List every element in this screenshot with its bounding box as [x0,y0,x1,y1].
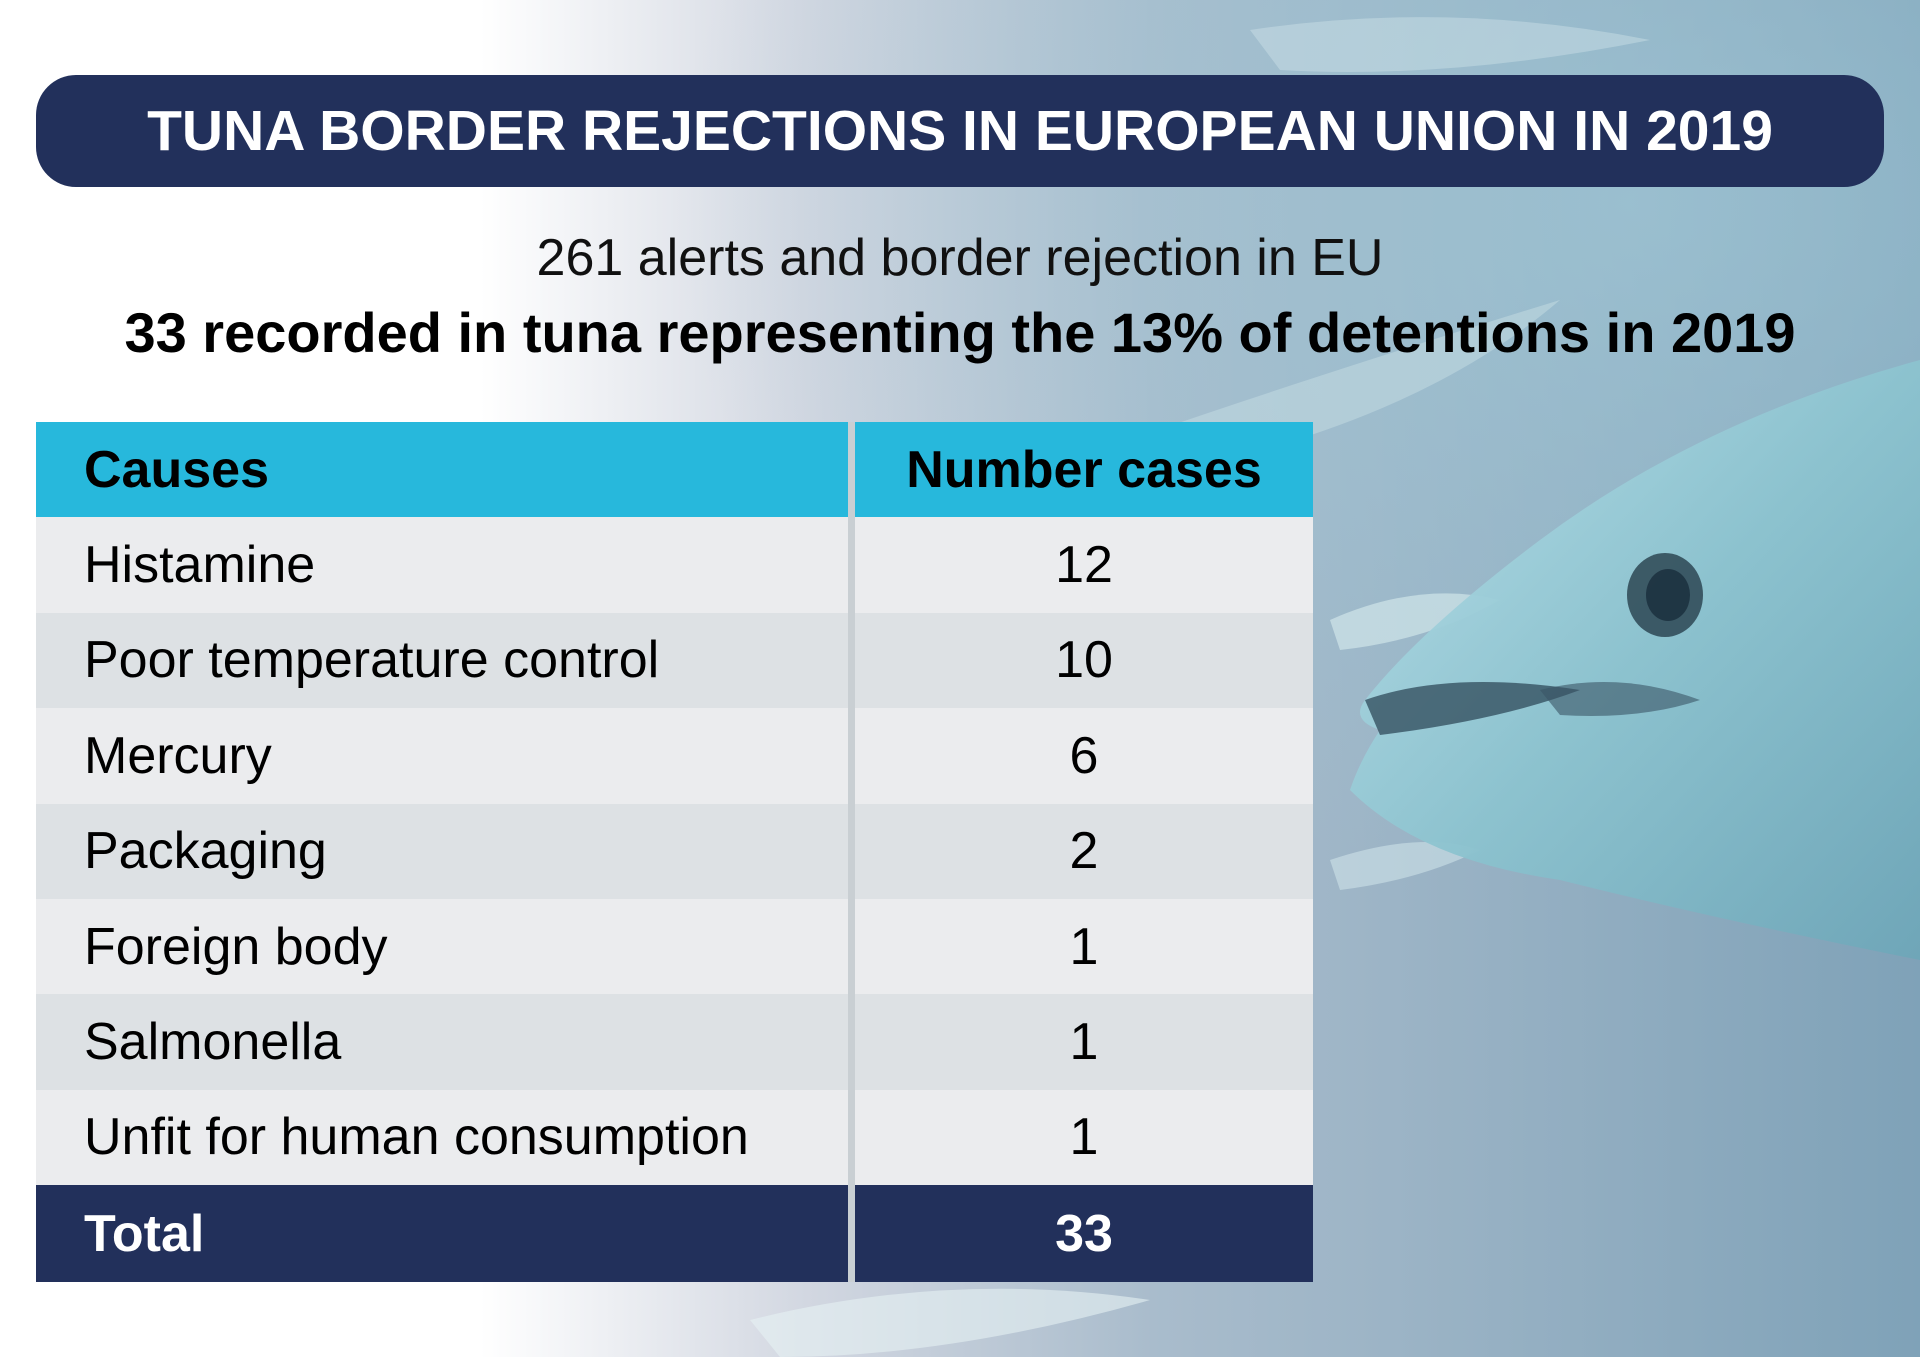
total-number: 33 [1055,1204,1113,1263]
number-cell: 12 [1055,536,1113,595]
number-cell: 10 [1055,631,1113,690]
table-row: Packaging 2 [36,803,1313,899]
column-divider [848,803,855,899]
column-divider [848,517,855,613]
column-divider [848,612,855,709]
number-cell: 2 [1069,822,1099,881]
column-divider [848,422,855,518]
cause-cell: Foreign body [84,917,388,976]
table-row: Mercury 6 [36,708,1313,804]
page-title: TUNA BORDER REJECTIONS IN EUROPEAN UNION… [147,99,1773,163]
cause-cell: Histamine [84,536,316,595]
column-divider [848,994,855,1090]
header-number-cases: Number cases [906,440,1262,499]
table-header-row: Causes Number cases [36,422,1313,518]
cause-cell: Unfit for human consumption [84,1108,749,1167]
number-cell: 1 [1069,1013,1099,1072]
column-divider [848,708,855,804]
cause-cell: Mercury [84,726,272,785]
cause-cell: Salmonella [84,1013,342,1072]
subtitle-alerts: 261 alerts and border rejection in EU [536,229,1384,287]
table-row: Salmonella 1 [36,994,1313,1090]
table-row: Histamine 12 [36,517,1313,613]
subtitle-tuna-share: 33 recorded in tuna representing the 13%… [124,301,1796,364]
column-divider [848,1185,855,1283]
column-divider [848,898,855,995]
table-row: Poor temperature control 10 [36,612,1313,709]
number-cell: 1 [1069,917,1099,976]
rejections-table: Causes Number cases Histamine 12 Poor te… [36,422,1313,1283]
table-row: Foreign body 1 [36,898,1313,995]
table-row: Unfit for human consumption 1 [36,1089,1313,1186]
table-total-row: Total 33 [36,1185,1313,1283]
cause-cell: Poor temperature control [84,631,660,690]
cause-cell: Packaging [84,822,327,881]
total-label: Total [84,1204,205,1263]
number-cell: 1 [1069,1108,1099,1167]
number-cell: 6 [1069,726,1099,785]
column-divider [848,1089,855,1186]
header-causes: Causes [84,440,269,499]
title-banner: TUNA BORDER REJECTIONS IN EUROPEAN UNION… [36,75,1884,187]
